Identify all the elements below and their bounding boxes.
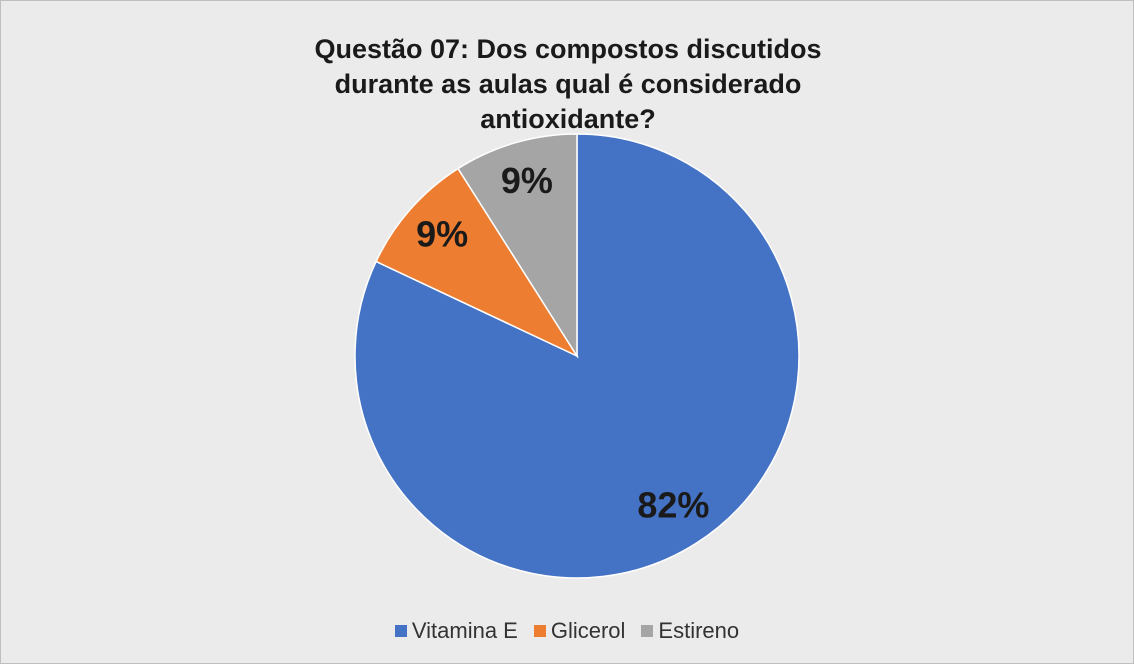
legend-label: Glicerol [550, 618, 626, 643]
legend-swatch [641, 625, 654, 637]
data-label: 9% [416, 214, 468, 255]
legend-label: Estireno [658, 618, 740, 643]
legend-item: Vitamina E [394, 618, 518, 644]
legend-item: Estireno [641, 618, 739, 644]
pie-slice [457, 133, 578, 359]
chart-title: Questão 07: Dos compostos discutidos dur… [314, 34, 822, 134]
legend-label: Vitamina E [411, 618, 518, 643]
pie-slice [354, 133, 800, 579]
legend: Vitamina E Glicerol Estireno [1, 618, 1133, 644]
pie-slice [375, 167, 580, 358]
legend-item: Glicerol [533, 618, 626, 644]
legend-swatch [394, 625, 407, 637]
pie: 82% 9% 9% [354, 133, 800, 579]
legend-swatch [533, 625, 546, 637]
data-label: 9% [501, 160, 553, 201]
data-label: 82% [637, 484, 709, 525]
